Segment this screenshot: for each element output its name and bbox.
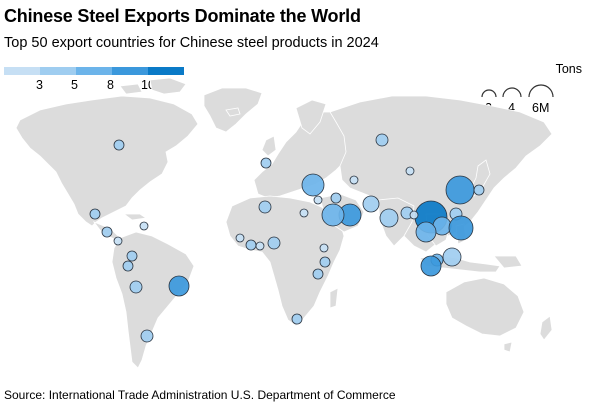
- color-scale-step-5: [148, 67, 184, 75]
- country-bubble: [89, 208, 101, 220]
- country-bubble: [330, 192, 342, 204]
- country-bubble: [313, 195, 323, 205]
- size-arc-large: [528, 84, 554, 98]
- country-bubble: [312, 268, 324, 280]
- size-arc-medium: [502, 87, 522, 98]
- land-south-america: [111, 231, 195, 369]
- size-label: 6M: [532, 101, 550, 115]
- country-bubble: [299, 208, 309, 218]
- color-scale-step-3: [76, 67, 112, 75]
- land-madagascar: [329, 287, 339, 309]
- country-bubble: [129, 280, 143, 294]
- country-bubble: [113, 139, 125, 151]
- color-scale-label: 8: [107, 78, 114, 92]
- country-bubble: [319, 256, 331, 268]
- land-arctic-islands: [119, 77, 187, 95]
- land-tasmania: [503, 341, 513, 353]
- land-australia: [445, 277, 525, 337]
- country-bubble: [379, 208, 399, 228]
- chart-subtitle: Top 50 export countries for Chinese stee…: [4, 35, 379, 51]
- size-arc-small: [481, 89, 497, 98]
- country-bubble: [362, 195, 380, 213]
- land-caribbean: [122, 213, 148, 221]
- country-bubble: [409, 210, 419, 220]
- country-bubble: [258, 200, 272, 214]
- land-iceland: [225, 107, 241, 117]
- size-label: 4: [508, 101, 515, 115]
- country-bubble: [442, 247, 462, 267]
- country-bubble: [113, 236, 123, 246]
- color-scale-step-2: [40, 67, 76, 75]
- chart-title: Chinese Steel Exports Dominate the World: [4, 6, 361, 26]
- country-bubble: [260, 157, 272, 169]
- country-bubble: [101, 226, 113, 238]
- country-bubble: [140, 329, 154, 343]
- land-uk: [261, 135, 277, 157]
- land-new-zealand: [539, 315, 553, 341]
- size-legend-arcs: [481, 84, 554, 98]
- country-bubble: [245, 239, 257, 251]
- color-scale-step-1: [4, 67, 40, 75]
- country-bubble: [301, 173, 325, 197]
- country-bubble: [415, 221, 437, 243]
- country-bubble: [375, 133, 389, 147]
- country-bubble: [291, 313, 303, 325]
- land-scandinavia: [295, 99, 327, 135]
- country-bubble: [445, 175, 475, 205]
- source-note: Source: International Trade Administrati…: [4, 388, 396, 402]
- land-africa: [225, 195, 345, 327]
- land-new-guinea: [493, 255, 523, 269]
- country-bubble: [235, 233, 245, 243]
- color-scale-label: 5: [71, 78, 78, 92]
- color-scale-label: 3: [36, 78, 43, 92]
- country-bubble: [267, 236, 281, 250]
- bubble-layer: [89, 133, 485, 343]
- country-bubble: [255, 241, 265, 251]
- country-bubble: [448, 215, 474, 241]
- country-bubble: [139, 221, 149, 231]
- country-bubble: [168, 275, 190, 297]
- land-north-america: [15, 95, 199, 227]
- country-bubble: [319, 243, 329, 253]
- color-scale-step-4: [112, 67, 148, 75]
- country-bubble: [405, 166, 415, 176]
- country-bubble: [126, 250, 138, 262]
- country-bubble: [321, 203, 345, 227]
- country-bubble: [349, 175, 359, 185]
- country-bubble: [420, 255, 442, 277]
- size-legend-title: Tons: [555, 62, 582, 76]
- country-bubble: [473, 184, 485, 196]
- country-bubble: [122, 260, 134, 272]
- color-scale-legend: [4, 67, 184, 75]
